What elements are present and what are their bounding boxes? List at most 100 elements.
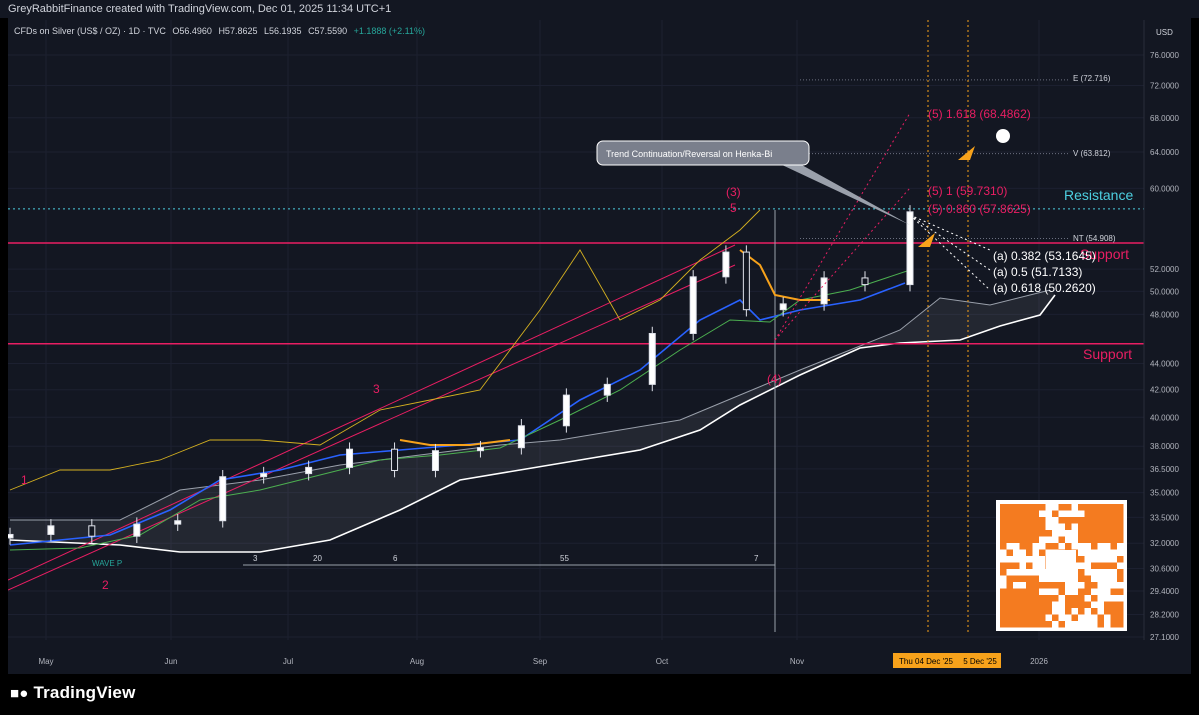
qr-module — [1013, 575, 1020, 582]
qr-module — [1013, 530, 1020, 537]
qr-module — [1000, 601, 1007, 608]
qr-module — [1000, 569, 1007, 576]
qr-module — [1000, 588, 1007, 595]
candle-body — [603, 383, 611, 396]
qr-module — [1006, 582, 1013, 589]
qr-module — [1045, 621, 1052, 628]
qr-module — [1000, 536, 1007, 543]
qr-module — [1110, 588, 1117, 595]
qr-module — [1104, 510, 1111, 517]
qr-module — [1117, 536, 1124, 543]
time-axis[interactable]: May Jun Jul Aug Sep Oct Nov 2026 Thu 04 Dec '25 5… — [8, 648, 1191, 674]
qr-module — [1110, 504, 1117, 511]
qr-module — [1006, 523, 1013, 530]
candle-body — [260, 473, 268, 478]
x-tick-label: Jun — [165, 657, 178, 666]
y-tick-label: 48.0000 — [1150, 310, 1179, 319]
qr-module — [1117, 530, 1124, 537]
qr-module — [1045, 601, 1052, 608]
qr-module — [1032, 621, 1039, 628]
qr-module — [1091, 608, 1098, 615]
qr-module — [1110, 530, 1117, 537]
qr-module — [1032, 601, 1039, 608]
low-value: L56.1935 — [264, 26, 302, 36]
support-upper-label: Support — [1080, 246, 1129, 262]
wave-5-label: 5 — [730, 201, 737, 215]
qr-module — [1091, 523, 1098, 530]
qr-module — [1110, 510, 1117, 517]
date-badge-1 — [893, 653, 959, 668]
candle-body — [648, 332, 656, 385]
qr-module — [1006, 517, 1013, 524]
v-target-label: V (63.812) — [1073, 149, 1111, 158]
qr-module — [1045, 595, 1052, 602]
qr-module — [1071, 517, 1078, 524]
qr-module — [1039, 601, 1046, 608]
qr-module — [1091, 530, 1098, 537]
qr-module — [1039, 517, 1046, 524]
count-7-label: 7 — [754, 554, 759, 563]
projection-1618 — [774, 112, 911, 341]
y-tick-label: 76.0000 — [1150, 51, 1179, 60]
wave-2-label: 2 — [102, 578, 109, 592]
qr-module — [1078, 504, 1085, 511]
qr-module — [1013, 562, 1020, 569]
qr-module — [1078, 523, 1085, 530]
qr-module — [1117, 588, 1124, 595]
qr-module — [1045, 543, 1052, 550]
qr-module — [1026, 549, 1033, 556]
qr-module — [1013, 621, 1020, 628]
qr-module — [1104, 562, 1111, 569]
qr-module — [1032, 517, 1039, 524]
qr-module — [1097, 510, 1104, 517]
price-axis[interactable]: USD 76.0000 72.0000 68.0000 64.0000 60.0000 52… — [1143, 20, 1191, 642]
projection-a-0618 — [909, 214, 991, 291]
qr-module — [1078, 575, 1085, 582]
wave-4-label: (4) — [767, 372, 782, 386]
y-tick-label: 32.0000 — [1150, 539, 1179, 548]
qr-module — [1104, 523, 1111, 530]
qr-module — [1052, 614, 1059, 621]
qr-module — [1026, 595, 1033, 602]
qr-module — [1026, 621, 1033, 628]
ema-fast-line — [9, 282, 906, 546]
qr-module — [1006, 601, 1013, 608]
qr-module — [1013, 595, 1020, 602]
qr-module — [1071, 595, 1078, 602]
qr-module — [1019, 601, 1026, 608]
qr-module — [1013, 517, 1020, 524]
y-tick-label: 68.0000 — [1150, 114, 1179, 123]
candle-body — [861, 277, 869, 286]
qr-module — [1013, 504, 1020, 511]
qr-module — [1013, 601, 1020, 608]
y-tick-label: 36.5000 — [1150, 465, 1179, 474]
qr-module — [1084, 588, 1091, 595]
qr-module — [1026, 562, 1033, 569]
qr-module — [1032, 608, 1039, 615]
qr-module — [1026, 543, 1033, 550]
qr-module — [1026, 614, 1033, 621]
y-tick-label: 30.6000 — [1150, 564, 1179, 573]
qr-module — [1097, 523, 1104, 530]
y-tick-label: 38.0000 — [1150, 442, 1179, 451]
qr-module — [1091, 536, 1098, 543]
price-chart[interactable]: Resistance Support Support E (72.716) V (63.… — [0, 0, 1199, 674]
time-axis-bg — [8, 648, 1191, 674]
qr-module — [1006, 562, 1013, 569]
qr-module — [1071, 601, 1078, 608]
qr-module — [1065, 608, 1072, 615]
qr-module — [1045, 530, 1052, 537]
x-tick-label: Oct — [656, 657, 669, 666]
qr-module — [1117, 601, 1124, 608]
qr-center — [1046, 550, 1076, 582]
qr-module — [1032, 575, 1039, 582]
qr-module — [1117, 621, 1124, 628]
ema-slow-line — [9, 269, 911, 551]
y-tick-label: 52.0000 — [1150, 265, 1179, 274]
qr-module — [1026, 601, 1033, 608]
qr-module — [1104, 601, 1111, 608]
y-tick-label: 40.0000 — [1150, 413, 1179, 422]
y-tick-label: 64.0000 — [1150, 148, 1179, 157]
candle-body — [689, 276, 697, 334]
tradingview-logo[interactable]: ■● TradingView — [10, 683, 136, 703]
